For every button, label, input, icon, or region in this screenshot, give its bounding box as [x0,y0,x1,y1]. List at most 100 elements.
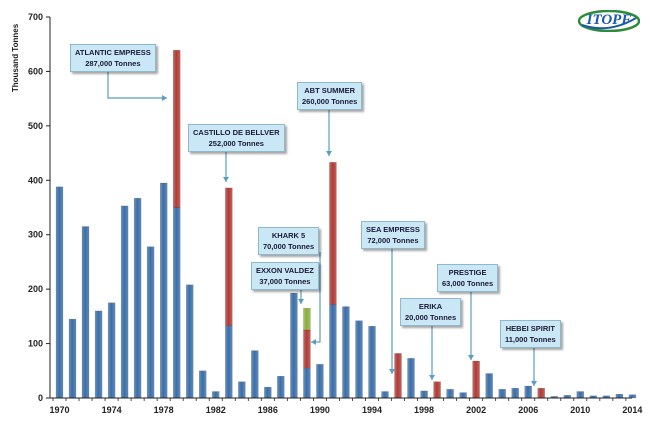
x-tick-label: 1982 [206,405,226,415]
itopf-logo: ITOPF [577,9,641,33]
arrow-line [107,70,167,99]
bar-1991-series-0 [329,304,337,399]
bar-1977-series-0 [146,246,155,399]
bar-2005-series-0 [511,388,519,399]
x-tick-label: 2002 [466,405,486,415]
annotation-name: ATLANTIC EMPRESS [75,48,151,57]
bar-1978-series-0 [159,182,168,399]
bar-2014-series-0 [628,394,637,399]
annotation-amount: 11,000 Tonnes [505,335,556,344]
annotation-name: KHARK 5 [271,231,306,240]
x-tick-label: 2010 [570,405,590,415]
bar-1993-series-0 [355,320,363,399]
annotation-abt-summer: ABT SUMMER 260,000 Tonnes [297,82,363,110]
bar-1980-series-0 [185,284,194,399]
arrow-head [162,95,167,101]
bar-1981-series-0 [198,370,207,399]
bar-1979-series-0 [172,207,181,399]
bar-1989-series-2 [303,308,311,331]
bar-2000-series-0 [446,389,454,399]
bar-1986-series-0 [264,386,272,399]
x-tick-label: 2006 [518,405,538,415]
bar-1991-series-1 [329,162,337,305]
bar-2003-series-0 [485,373,493,399]
x-tick-label: 1994 [362,405,382,415]
arrow-head [531,381,537,386]
bar-1971-series-0 [68,318,77,399]
arrow-head [326,151,332,156]
annotation-hebei-spirit: HEBEI SPIRIT 11,000 Tonnes [500,320,561,348]
annotation-castillo-de-bellver: CASTILLO DE BELLVER 252,000 Tonnes [188,124,285,152]
logo-text: ITOPF [586,12,632,28]
y-tick-label: 700 [28,12,43,22]
annotation-amount: 260,000 Tonnes [302,97,358,106]
x-tick-label: 2014 [622,405,642,415]
annotation-amount: 287,000 Tonnes [85,59,141,68]
bar-1994-series-0 [368,326,376,399]
y-tick-label: 600 [28,66,43,76]
bar-1997-series-0 [407,358,415,399]
bar-1989-series-0 [303,367,311,399]
bar-1975-series-0 [120,205,129,399]
annotation-exxon-valdez: EXXON VALDEZ 37,000 Tonnes [251,262,319,290]
x-tick-label: 1998 [414,405,434,415]
annotation-arrows [107,70,537,386]
bar-1983-series-0 [225,325,233,399]
annotation-erika: ERIKA 20,000 Tonnes [400,298,462,326]
bar-1999-series-1 [433,381,441,399]
axes-layer: 0 100 200 300 400 500 600 700 1970 1974 1978 1982 19… [28,12,642,415]
bar-2010-series-0 [576,391,584,399]
arrow-head [468,355,474,360]
y-tick-label: 0 [38,393,43,403]
annotation-amount: 63,000 Tonnes [442,279,494,288]
annotation-amount: 70,000 Tonnes [263,242,315,251]
arrow-head [223,177,229,182]
annotation-khark-5: KHARK 5 70,000 Tonnes [258,227,320,255]
bar-2006-series-0 [524,385,532,399]
annotation-name: ERIKA [418,302,443,311]
bar-1984-series-0 [238,381,246,399]
annotation-name: EXXON VALDEZ [256,266,314,275]
bar-1982-series-0 [211,391,220,399]
annotation-amount: 20,000 Tonnes [405,313,457,322]
bar-1998-series-0 [420,390,428,399]
bar-1972-series-0 [81,226,90,399]
bar-1989-series-1 [303,329,311,369]
bar-1979-series-1 [172,50,181,208]
bar-1973-series-0 [94,310,103,399]
logo-swoosh-icon [577,9,641,33]
annotation-name: CASTILLO DE BELLVER [193,128,280,137]
bars-layer [55,50,637,399]
y-tick-label: 300 [28,230,43,240]
x-tick-label: 1978 [154,405,174,415]
annotation-name: HEBEI SPIRIT [505,324,555,333]
y-tick-label: 500 [28,121,43,131]
bar-1985-series-0 [251,350,259,399]
annotation-name: ABT SUMMER [304,86,356,95]
bar-1992-series-0 [342,306,350,399]
bar-2002-series-1 [472,360,480,399]
arrow-head [311,339,316,345]
bar-1970-series-0 [55,186,64,399]
y-axis-label: Thousand Tonnes [11,23,20,92]
bar-1987-series-0 [277,376,285,399]
arrow-head [298,299,304,304]
bar-1996-series-1 [394,353,402,399]
bar-1976-series-0 [133,197,142,399]
annotation-amount: 37,000 Tonnes [259,277,311,286]
x-tick-label: 1970 [49,405,69,415]
annotation-atlantic-empress: ATLANTIC EMPRESS 287,000 Tonnes [70,44,156,72]
annotation-amount: 252,000 Tonnes [208,139,264,148]
x-tick-label: 1974 [102,405,122,415]
annotation-name: PRESTIGE [448,268,487,277]
bar-2004-series-0 [498,389,506,399]
y-tick-label: 400 [28,175,43,185]
x-tick-label: 1990 [310,405,330,415]
y-tick-label: 200 [28,284,43,294]
bar-1974-series-0 [107,302,116,399]
x-tick-label: 1986 [258,405,278,415]
bar-1983-series-1 [225,187,233,326]
annotation-amount: 72,000 Tonnes [367,236,419,245]
bar-1995-series-0 [381,391,389,399]
